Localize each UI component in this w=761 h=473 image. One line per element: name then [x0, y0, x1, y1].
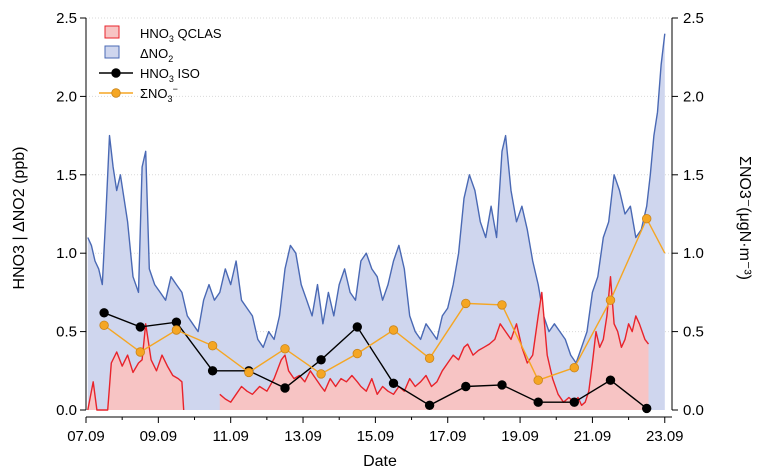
series-layer — [87, 33, 666, 414]
legend-marker-sumno3 — [111, 88, 121, 98]
marker-iso-9 — [424, 400, 435, 411]
marker-sumno3-13 — [569, 363, 580, 373]
legend-label-no2: ΔNO2 — [140, 46, 173, 64]
marker-sumno3-3 — [207, 341, 218, 351]
marker-sumno3-10 — [461, 298, 471, 309]
x-tick-label-3: 13.09 — [284, 428, 322, 445]
area-line-hno3-1 — [219, 276, 650, 406]
legend-label-hno3-qclas: HNO3 QCLAS — [140, 26, 222, 44]
y-tick-label-right-0: 0.0 — [683, 402, 704, 419]
marker-iso-1 — [135, 322, 146, 332]
marker-sumno3-11 — [497, 300, 507, 310]
area-line-no2-0 — [87, 33, 666, 364]
marker-sumno3-0 — [99, 320, 109, 331]
marker-sumno3-15 — [642, 213, 652, 224]
area-fill-hno3-0 — [87, 323, 184, 410]
marker-iso-10 — [461, 381, 471, 392]
marker-sumno3-12 — [533, 375, 543, 385]
y-tick-label-left-1: 0.5 — [56, 324, 77, 341]
y-tick-label-left-3: 1.5 — [56, 167, 77, 184]
y-tick-label-right-3: 1.5 — [683, 167, 704, 184]
x-tick-label-8: 23.09 — [646, 428, 684, 445]
x-tick-label-6: 19.09 — [501, 428, 539, 445]
x-tick-label-5: 17.09 — [429, 428, 467, 445]
marker-sumno3-8 — [388, 325, 399, 335]
y-tick-label-right-1: 0.5 — [683, 324, 704, 341]
marker-iso-13 — [569, 397, 580, 407]
y-tick-label-right-4: 2.0 — [683, 88, 704, 105]
y-tick-label-left-4: 2.0 — [56, 88, 77, 105]
y-tick-label-right-2: 1.0 — [683, 245, 704, 262]
x-tick-label-2: 11.09 — [212, 428, 248, 445]
marker-iso-6 — [316, 355, 326, 365]
marker-sumno3-7 — [352, 348, 363, 359]
marker-iso-7 — [352, 322, 363, 332]
legend-label-sumno3: ΣNO3− — [140, 84, 178, 104]
area-fill-no2-0 — [87, 33, 665, 410]
x-tick-label-1: 09.09 — [140, 428, 178, 445]
x-axis-label: Date — [363, 453, 397, 470]
area-fill-hno3-1 — [219, 276, 649, 410]
y-axis-left-label: HNO3 | ΔNO2 (ppb) — [11, 147, 28, 290]
marker-iso-3 — [207, 366, 218, 376]
series-line-iso — [103, 312, 648, 409]
legend-swatch-no2 — [104, 45, 120, 59]
marker-iso-0 — [99, 308, 109, 318]
legend-label-hno3-iso: HNO3 ISO — [140, 66, 200, 84]
axes: 0.0 0.0 0.5 0.5 1.0 1.0 1.5 1.5 2.0 2.0 2.5 2.5 07.0… — [56, 10, 704, 445]
marker-iso-2 — [171, 317, 182, 327]
y-tick-label-left-0: 0.0 — [56, 402, 77, 419]
x-tick-label-0: 07.09 — [67, 428, 105, 445]
marker-iso-15 — [642, 403, 652, 414]
x-tick-label-4: 15.09 — [357, 428, 395, 445]
marker-iso-14 — [605, 375, 616, 385]
marker-sumno3-9 — [424, 353, 435, 364]
y-tick-label-left-2: 1.0 — [56, 245, 77, 262]
marker-sumno3-5 — [280, 344, 290, 354]
marker-sumno3-2 — [171, 325, 182, 335]
y-tick-label-right-5: 2.5 — [683, 10, 704, 27]
marker-iso-11 — [497, 380, 507, 390]
marker-sumno3-6 — [316, 369, 326, 379]
area-line-hno3-0 — [87, 323, 185, 411]
x-tick-label-7: 21.09 — [574, 428, 612, 445]
marker-sumno3-4 — [244, 367, 254, 378]
legend-marker-hno3-iso — [111, 68, 121, 78]
y-axis-right-label: ΣNO3⁻(μgN·m⁻³) — [736, 156, 753, 280]
marker-sumno3-14 — [605, 295, 616, 305]
legend-swatch-hno3-qclas — [104, 25, 120, 39]
marker-sumno3-1 — [135, 347, 146, 357]
marker-iso-5 — [280, 383, 290, 393]
marker-iso-12 — [533, 397, 543, 407]
marker-iso-8 — [388, 378, 399, 389]
y-tick-label-left-5: 2.5 — [56, 10, 77, 27]
